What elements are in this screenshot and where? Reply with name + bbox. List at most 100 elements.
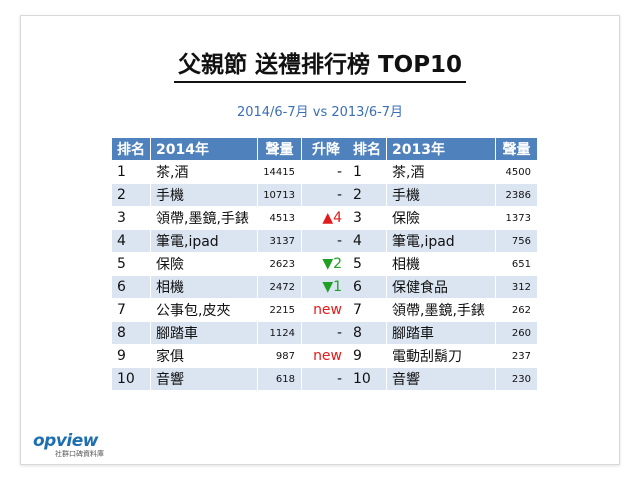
- table-row: 10 音響 618-: [112, 368, 350, 390]
- item-cell: 保險: [151, 253, 257, 275]
- volume-cell: 262: [496, 299, 537, 321]
- rank-cell: 2: [112, 184, 150, 206]
- rank-cell: 10: [112, 368, 150, 390]
- volume-cell: 312: [496, 276, 537, 298]
- rank-cell: 3: [112, 207, 150, 229]
- rank-cell: 9: [112, 345, 150, 367]
- change-cell: -: [302, 184, 350, 206]
- change-cell: -: [302, 368, 350, 390]
- table-row: 7 領帶,墨鏡,手錶 262: [348, 299, 537, 321]
- volume-cell: 1124: [258, 322, 301, 344]
- table-row: 10 音響 230: [348, 368, 537, 390]
- rank-cell: 1: [112, 161, 150, 183]
- rank-cell: 1: [348, 161, 386, 183]
- item-cell: 筆電,ipad: [387, 230, 495, 252]
- change-cell: -: [302, 322, 350, 344]
- slide-subtitle: 2014/6-7月 vs 2013/6-7月: [236, 105, 404, 120]
- ranking-table-2013: 排名 2013年 聲量 1 茶,酒 4500 2 手機 2386 3 保險 1373 4 筆電,ip…: [347, 137, 538, 391]
- table-row: 7 公事包,皮夾 2215 new: [112, 299, 350, 321]
- header-rank: 排名: [112, 138, 150, 160]
- rank-cell: 4: [112, 230, 150, 252]
- header-volume: 聲量: [496, 138, 537, 160]
- table-row: 6 相機 2472 ▼1: [112, 276, 350, 298]
- item-cell: 茶,酒: [387, 161, 495, 183]
- item-cell: 領帶,墨鏡,手錶: [387, 299, 495, 321]
- item-cell: 音響: [151, 368, 257, 390]
- table-row: 4 筆電,ipad 756: [348, 230, 537, 252]
- item-cell: 茶,酒: [151, 161, 257, 183]
- rank-cell: 8: [112, 322, 150, 344]
- table-row: 3 領帶,墨鏡,手錶 4513 ▲4: [112, 207, 350, 229]
- volume-cell: 2623: [258, 253, 301, 275]
- item-cell: 相機: [151, 276, 257, 298]
- header-item: 2014年: [151, 138, 257, 160]
- volume-cell: 4500: [496, 161, 537, 183]
- change-cell: ▼2: [302, 253, 350, 275]
- volume-cell: 4513: [258, 207, 301, 229]
- item-cell: 保健食品: [387, 276, 495, 298]
- table-row: 2 手機 2386: [348, 184, 537, 206]
- volume-cell: 14415: [258, 161, 301, 183]
- item-cell: 電動刮鬍刀: [387, 345, 495, 367]
- change-cell: -: [302, 230, 350, 252]
- table-row: 1 茶,酒 14415-: [112, 161, 350, 183]
- header-volume: 聲量: [258, 138, 301, 160]
- volume-cell: 3137: [258, 230, 301, 252]
- table-row: 9 家俱 987 new: [112, 345, 350, 367]
- table-row: 8 腳踏車 260: [348, 322, 537, 344]
- rank-cell: 3: [348, 207, 386, 229]
- logo-wordmark: opview: [33, 431, 99, 451]
- item-cell: 家俱: [151, 345, 257, 367]
- item-cell: 筆電,ipad: [151, 230, 257, 252]
- table-row: 6 保健食品 312: [348, 276, 537, 298]
- table-row: 8 腳踏車 1124-: [112, 322, 350, 344]
- rank-cell: 10: [348, 368, 386, 390]
- volume-cell: 2472: [258, 276, 301, 298]
- volume-cell: 237: [496, 345, 537, 367]
- rank-cell: 5: [112, 253, 150, 275]
- rank-cell: 4: [348, 230, 386, 252]
- table-row: 5 相機 651: [348, 253, 537, 275]
- volume-cell: 10713: [258, 184, 301, 206]
- item-cell: 保險: [387, 207, 495, 229]
- header-rank: 排名: [348, 138, 386, 160]
- volume-cell: 618: [258, 368, 301, 390]
- slide-title: 父親節 送禮排行榜 TOP10: [0, 51, 640, 83]
- volume-cell: 987: [258, 345, 301, 367]
- item-cell: 手機: [151, 184, 257, 206]
- volume-cell: 2215: [258, 299, 301, 321]
- change-cell: ▲4: [302, 207, 350, 229]
- header-item: 2013年: [387, 138, 495, 160]
- ranking-table-2014: 排名 2014年 聲量 升降 1 茶,酒 14415-2 手機 10713-3 領帶,墨鏡…: [111, 137, 351, 391]
- rank-cell: 9: [348, 345, 386, 367]
- rank-cell: 2: [348, 184, 386, 206]
- change-cell: -: [302, 161, 350, 183]
- volume-cell: 260: [496, 322, 537, 344]
- table-row: 1 茶,酒 4500: [348, 161, 537, 183]
- opview-logo: opview 社群口碑資料庫: [33, 432, 104, 459]
- item-cell: 公事包,皮夾: [151, 299, 257, 321]
- volume-cell: 651: [496, 253, 537, 275]
- volume-cell: 1373: [496, 207, 537, 229]
- item-cell: 相機: [387, 253, 495, 275]
- item-cell: 音響: [387, 368, 495, 390]
- table-row: 4 筆電,ipad 3137-: [112, 230, 350, 252]
- rank-cell: 8: [348, 322, 386, 344]
- volume-cell: 2386: [496, 184, 537, 206]
- table-row: 2 手機 10713-: [112, 184, 350, 206]
- header-change: 升降: [302, 138, 350, 160]
- item-cell: 腳踏車: [151, 322, 257, 344]
- change-cell: ▼1: [302, 276, 350, 298]
- logo-tagline: 社群口碑資料庫: [55, 450, 104, 458]
- change-cell: new: [302, 345, 350, 367]
- volume-cell: 756: [496, 230, 537, 252]
- change-cell: new: [302, 299, 350, 321]
- item-cell: 腳踏車: [387, 322, 495, 344]
- table-row: 9 電動刮鬍刀 237: [348, 345, 537, 367]
- item-cell: 手機: [387, 184, 495, 206]
- table-row: 3 保險 1373: [348, 207, 537, 229]
- rank-cell: 7: [348, 299, 386, 321]
- rank-cell: 5: [348, 253, 386, 275]
- item-cell: 領帶,墨鏡,手錶: [151, 207, 257, 229]
- rank-cell: 6: [112, 276, 150, 298]
